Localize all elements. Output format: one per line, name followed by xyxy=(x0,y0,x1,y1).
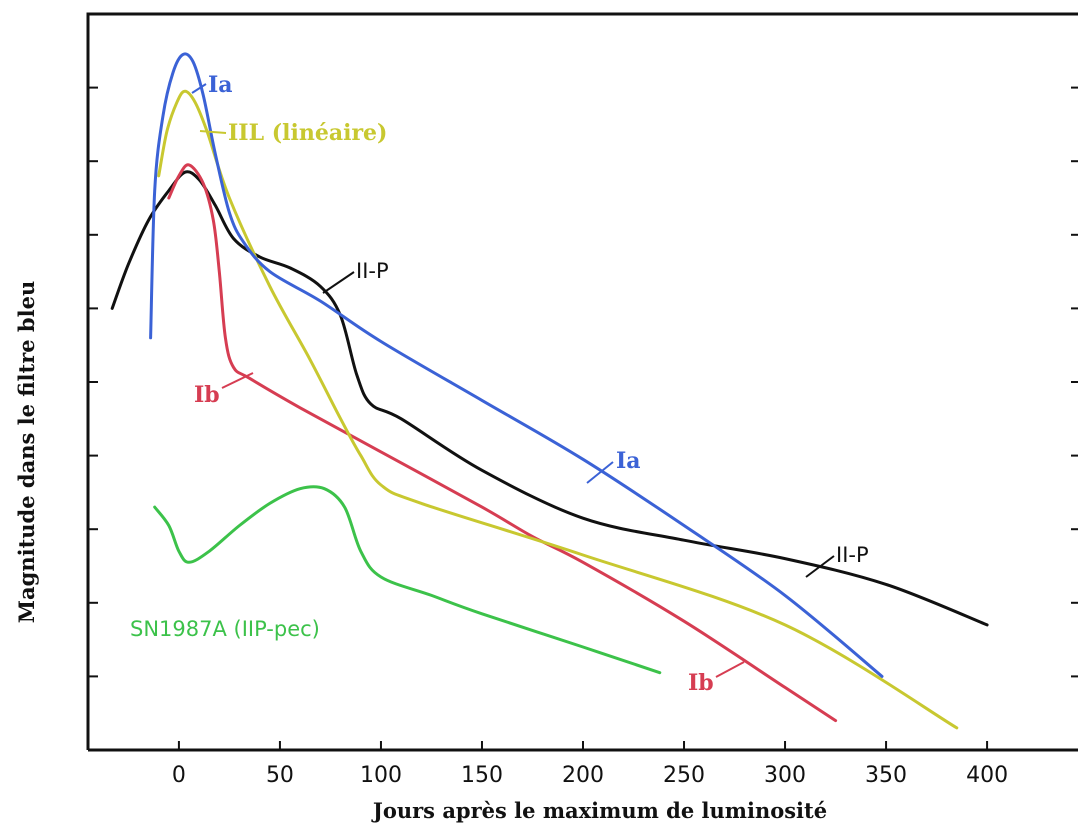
series-lines xyxy=(110,52,989,730)
leader-iip-lower xyxy=(805,555,835,578)
label-iil: IIL (linéaire) xyxy=(228,120,387,146)
label-sn1987a: SN1987A (IIP-pec) xyxy=(130,617,320,641)
x-tick-label-300: 300 xyxy=(764,763,806,788)
x-tick-label-150: 150 xyxy=(461,763,503,788)
series-line-ib xyxy=(167,163,838,723)
x-tick-label-250: 250 xyxy=(663,763,705,788)
x-tick-label-350: 350 xyxy=(865,763,907,788)
plot-frame xyxy=(86,12,1078,750)
leader-ia-lower xyxy=(586,461,614,484)
series-line-sn1987a-iip-pec xyxy=(153,485,662,675)
y-ticks-left xyxy=(88,86,98,678)
leader-iip-upper xyxy=(322,271,355,294)
leader-ia-top xyxy=(191,83,207,94)
leader-ib-lower xyxy=(715,661,745,678)
label-ib-upper: Ib xyxy=(194,382,220,408)
x-tick-labels: 0 50 100 150 200 250 300 350 400 xyxy=(172,763,1008,788)
series-line-ia xyxy=(149,52,884,678)
label-ia-lower: Ia xyxy=(616,448,641,474)
x-tick-label-0: 0 xyxy=(172,763,186,788)
label-iip-upper: II-P xyxy=(356,259,389,283)
x-tick-label-50: 50 xyxy=(266,763,294,788)
label-ia-top: Ia xyxy=(208,72,233,98)
callout-leaders xyxy=(191,83,835,678)
y-axis-title: Magnitude dans le filtre bleu xyxy=(14,281,39,623)
x-ticks xyxy=(177,741,989,750)
label-iip-lower: II-P xyxy=(836,543,869,567)
x-tick-label-100: 100 xyxy=(360,763,402,788)
x-tick-label-200: 200 xyxy=(562,763,604,788)
y-ticks-right xyxy=(1071,86,1078,678)
x-axis-title: Jours après le maximum de luminosité xyxy=(371,798,827,823)
leader-ib-upper xyxy=(221,372,254,389)
leader-iil xyxy=(199,130,227,134)
label-ib-lower: Ib xyxy=(688,670,714,696)
x-tick-label-400: 400 xyxy=(966,763,1008,788)
series-line-iil-lin-aire xyxy=(157,89,959,730)
